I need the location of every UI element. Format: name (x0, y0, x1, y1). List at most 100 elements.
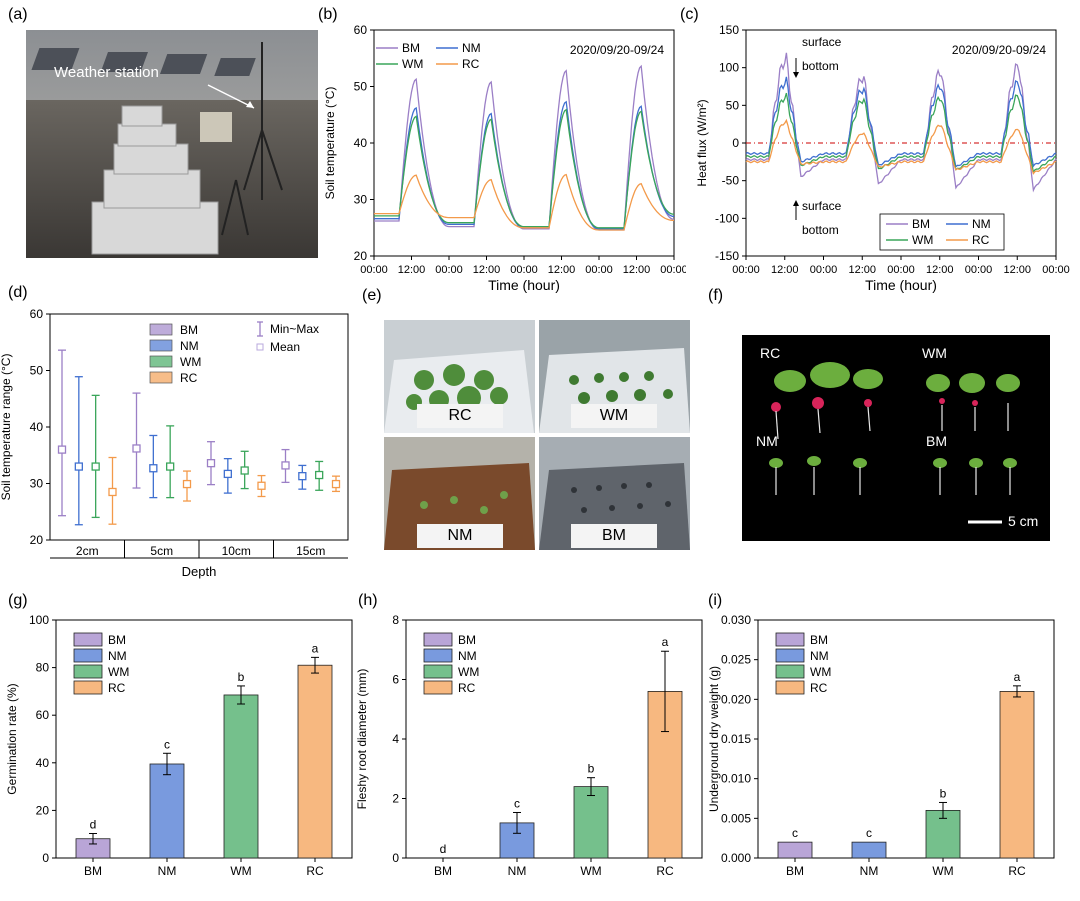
x-tick-label: 00:00 (732, 264, 760, 276)
y-axis-label: Heat flux (W/m²) (695, 99, 709, 186)
legend-label-nm: NM (180, 339, 199, 353)
bar-wm (223, 694, 259, 859)
y-tick-label: 50 (726, 98, 740, 112)
legend-label-nm: NM (108, 649, 127, 663)
bar-bm (777, 841, 813, 859)
arrow-bottom-down-label: bottom (802, 223, 839, 237)
significance-letter: c (514, 796, 520, 810)
photo-f-label-bm: BM (926, 433, 947, 449)
x-tick-label: 00:00 (360, 264, 388, 276)
x-tick-label: 12:00 (926, 264, 954, 276)
y-axis-label: Soil temperature range (°C) (0, 354, 13, 501)
x-axis-label: Time (hour) (488, 277, 560, 293)
legend-swatch-bm (775, 632, 805, 647)
mean-marker-wm (240, 466, 249, 475)
panel-label-f: (f) (708, 287, 724, 304)
legend-label-bm: BM (912, 217, 930, 231)
y-tick-label: 40 (30, 420, 44, 434)
legend-label-bm: BM (180, 323, 198, 337)
legend-swatch-nm (149, 339, 173, 352)
mean-marker-nm (223, 469, 232, 479)
y-tick-label: 100 (719, 61, 739, 75)
y-tick-label: 20 (30, 533, 44, 547)
legend-swatch-wm (149, 355, 173, 368)
x-tick-label: 00:00 (965, 264, 993, 276)
x-category-label: BM (84, 864, 102, 878)
chart-d-temperature-range: 20 30 40 50 60 Soil temperature range (°C) 2cm… (0, 307, 349, 579)
y-tick-label: 0.000 (721, 851, 751, 865)
plot-frame (55, 619, 353, 859)
photo-f-label-nm: NM (756, 433, 778, 449)
x-tick-label: 12:00 (1003, 264, 1031, 276)
photo-f-label-wm: WM (922, 345, 947, 361)
y-tick-label: 8 (392, 613, 399, 627)
y-tick-label: 0.005 (721, 811, 751, 825)
panel-label-i: (i) (708, 592, 723, 609)
legend-swatch-nm (775, 648, 805, 663)
legend-label-wm: WM (810, 665, 831, 679)
legend-label-bm: BM (108, 633, 126, 647)
legend-label-wm: WM (108, 665, 129, 679)
y-tick-label: 50 (30, 364, 44, 378)
legend-swatch-nm (423, 648, 453, 663)
series-line-rc (745, 118, 1057, 175)
legend-swatch-rc (149, 371, 173, 384)
chart-h-root-diameter: 0 2 4 6 8 Fleshy root diameter (mm) BM d NM c WM b R… (355, 613, 703, 878)
y-tick-label: -50 (722, 174, 740, 188)
chart-i-dry-weight: 0.000 0.005 0.010 0.015 0.020 0.025 0.030 Under… (707, 613, 1055, 878)
x-category-label: 15cm (296, 544, 325, 558)
x-category-label: BM (786, 864, 804, 878)
legend-swatch-bm (73, 632, 103, 647)
legend-label-rc: RC (458, 681, 476, 695)
photo-plots: RC WM NM BM (384, 320, 690, 550)
legend-box (879, 213, 1005, 251)
legend-label-wm: WM (402, 57, 423, 71)
x-tick-label: 12:00 (848, 264, 876, 276)
significance-letter: c (164, 737, 170, 751)
y-tick-label: 4 (392, 732, 399, 746)
y-tick-label: 100 (29, 613, 49, 627)
legend-label-bm: BM (810, 633, 828, 647)
y-tick-label: 50 (354, 80, 368, 94)
y-axis-label: Soil temperature (°C) (323, 87, 337, 200)
x-tick-label: 12:00 (623, 264, 651, 276)
significance-letter: c (866, 826, 872, 840)
photo-radishes: RC WM NM BM 5 cm (742, 335, 1050, 541)
bar-nm (851, 841, 887, 859)
y-tick-label: 20 (354, 249, 368, 263)
y-tick-label: 60 (36, 708, 50, 722)
photo-e-scene (384, 320, 690, 550)
x-axis-label: Depth (182, 564, 217, 579)
legend-label-nm: NM (810, 649, 829, 663)
arrow-bottom-up-label: surface (802, 199, 842, 213)
date-annotation: 2020/09/20-09/24 (570, 43, 664, 57)
legend-label-rc: RC (108, 681, 126, 695)
legend-label-nm: NM (462, 41, 481, 55)
y-tick-label: 60 (30, 307, 44, 321)
x-tick-label: 00:00 (810, 264, 838, 276)
x-category-label: 10cm (222, 544, 251, 558)
y-tick-label: 0.020 (721, 692, 751, 706)
mean-marker-rc (108, 487, 117, 497)
legend-swatch-rc (73, 680, 103, 695)
bar-wm (573, 786, 609, 859)
x-category-label: 5cm (150, 544, 173, 558)
mean-marker-rc (182, 479, 192, 489)
significance-letter: a (662, 635, 669, 649)
legend-label-wm: WM (180, 355, 201, 369)
mean-marker-wm (315, 470, 324, 480)
legend-swatch-wm (73, 664, 103, 679)
y-tick-label: 30 (354, 193, 368, 207)
legend-label-rc: RC (810, 681, 828, 695)
significance-letter: b (940, 786, 947, 800)
y-axis-label: Fleshy root diameter (mm) (355, 669, 369, 810)
x-tick-label: 00:00 (660, 264, 686, 276)
mean-marker-bm (57, 445, 67, 454)
chart-g-germination-rate: 0 20 40 60 80 100 Germination rate (%) BM d NM c WM… (5, 613, 353, 878)
photo-e-caption-bm: BM (571, 524, 657, 548)
significance-letter: d (440, 842, 447, 856)
legend-label-bm: BM (458, 633, 476, 647)
chart-b-soil-temperature: 20 30 40 50 60 Soil temperature (°C) 00:00 12:0… (323, 23, 686, 293)
mean-marker-bm (132, 444, 141, 453)
series-line-nm (745, 76, 1057, 168)
